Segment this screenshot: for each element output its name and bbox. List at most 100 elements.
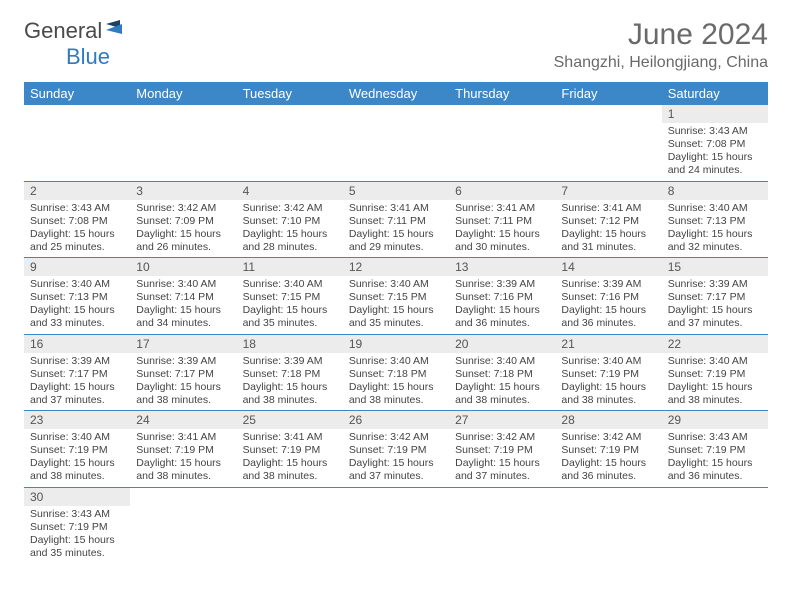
calendar-cell: 6Sunrise: 3:41 AMSunset: 7:11 PMDaylight… bbox=[449, 181, 555, 258]
day-number: 15 bbox=[662, 258, 768, 276]
day-number: 22 bbox=[662, 335, 768, 353]
day-number: 14 bbox=[555, 258, 661, 276]
calendar-cell: 18Sunrise: 3:39 AMSunset: 7:18 PMDayligh… bbox=[237, 334, 343, 411]
calendar-cell: 20Sunrise: 3:40 AMSunset: 7:18 PMDayligh… bbox=[449, 334, 555, 411]
calendar-week-row: 9Sunrise: 3:40 AMSunset: 7:13 PMDaylight… bbox=[24, 258, 768, 335]
day-content: Sunrise: 3:40 AMSunset: 7:19 PMDaylight:… bbox=[24, 429, 130, 487]
logo-word-2: Blue bbox=[66, 44, 110, 69]
calendar-cell: 23Sunrise: 3:40 AMSunset: 7:19 PMDayligh… bbox=[24, 411, 130, 488]
calendar-cell: 3Sunrise: 3:42 AMSunset: 7:09 PMDaylight… bbox=[130, 181, 236, 258]
day-content: Sunrise: 3:40 AMSunset: 7:15 PMDaylight:… bbox=[343, 276, 449, 334]
day-number: 16 bbox=[24, 335, 130, 353]
day-content: Sunrise: 3:41 AMSunset: 7:19 PMDaylight:… bbox=[130, 429, 236, 487]
day-content: Sunrise: 3:42 AMSunset: 7:10 PMDaylight:… bbox=[237, 200, 343, 258]
day-number: 29 bbox=[662, 411, 768, 429]
day-number: 27 bbox=[449, 411, 555, 429]
day-content: Sunrise: 3:39 AMSunset: 7:17 PMDaylight:… bbox=[662, 276, 768, 334]
day-number: 3 bbox=[130, 182, 236, 200]
day-number bbox=[555, 488, 661, 506]
day-number: 30 bbox=[24, 488, 130, 506]
day-number: 17 bbox=[130, 335, 236, 353]
location: Shangzhi, Heilongjiang, China bbox=[554, 54, 768, 72]
logo: General Blue bbox=[24, 18, 132, 70]
header: General Blue June 2024 Shangzhi, Heilong… bbox=[24, 18, 768, 72]
month-title: June 2024 bbox=[554, 18, 768, 52]
calendar-cell bbox=[237, 105, 343, 181]
weekday-header: Thursday bbox=[449, 82, 555, 105]
day-content: Sunrise: 3:39 AMSunset: 7:16 PMDaylight:… bbox=[555, 276, 661, 334]
logo-word-1: General bbox=[24, 18, 102, 43]
day-number bbox=[555, 105, 661, 123]
day-number: 9 bbox=[24, 258, 130, 276]
day-content: Sunrise: 3:43 AMSunset: 7:08 PMDaylight:… bbox=[662, 123, 768, 181]
calendar-cell: 12Sunrise: 3:40 AMSunset: 7:15 PMDayligh… bbox=[343, 258, 449, 335]
day-number: 4 bbox=[237, 182, 343, 200]
calendar-cell: 25Sunrise: 3:41 AMSunset: 7:19 PMDayligh… bbox=[237, 411, 343, 488]
day-content: Sunrise: 3:43 AMSunset: 7:19 PMDaylight:… bbox=[662, 429, 768, 487]
weekday-header: Monday bbox=[130, 82, 236, 105]
flag-icon bbox=[106, 18, 132, 44]
calendar-cell: 14Sunrise: 3:39 AMSunset: 7:16 PMDayligh… bbox=[555, 258, 661, 335]
day-content: Sunrise: 3:43 AMSunset: 7:19 PMDaylight:… bbox=[24, 506, 130, 564]
weekday-header: Friday bbox=[555, 82, 661, 105]
day-number: 10 bbox=[130, 258, 236, 276]
calendar-cell: 29Sunrise: 3:43 AMSunset: 7:19 PMDayligh… bbox=[662, 411, 768, 488]
day-content: Sunrise: 3:40 AMSunset: 7:15 PMDaylight:… bbox=[237, 276, 343, 334]
calendar-cell bbox=[555, 105, 661, 181]
day-number: 2 bbox=[24, 182, 130, 200]
day-number: 5 bbox=[343, 182, 449, 200]
day-number bbox=[130, 488, 236, 506]
calendar-cell: 2Sunrise: 3:43 AMSunset: 7:08 PMDaylight… bbox=[24, 181, 130, 258]
day-number: 11 bbox=[237, 258, 343, 276]
calendar-cell: 8Sunrise: 3:40 AMSunset: 7:13 PMDaylight… bbox=[662, 181, 768, 258]
calendar-cell bbox=[130, 105, 236, 181]
day-number bbox=[237, 105, 343, 123]
weekday-header: Wednesday bbox=[343, 82, 449, 105]
day-number bbox=[343, 488, 449, 506]
day-content: Sunrise: 3:40 AMSunset: 7:13 PMDaylight:… bbox=[662, 200, 768, 258]
day-content: Sunrise: 3:40 AMSunset: 7:19 PMDaylight:… bbox=[555, 353, 661, 411]
day-content: Sunrise: 3:41 AMSunset: 7:12 PMDaylight:… bbox=[555, 200, 661, 258]
calendar-cell: 30Sunrise: 3:43 AMSunset: 7:19 PMDayligh… bbox=[24, 487, 130, 563]
day-content: Sunrise: 3:41 AMSunset: 7:11 PMDaylight:… bbox=[343, 200, 449, 258]
calendar-cell bbox=[24, 105, 130, 181]
day-content: Sunrise: 3:42 AMSunset: 7:19 PMDaylight:… bbox=[555, 429, 661, 487]
day-content: Sunrise: 3:40 AMSunset: 7:13 PMDaylight:… bbox=[24, 276, 130, 334]
day-number: 8 bbox=[662, 182, 768, 200]
day-content: Sunrise: 3:40 AMSunset: 7:14 PMDaylight:… bbox=[130, 276, 236, 334]
weekday-header: Saturday bbox=[662, 82, 768, 105]
calendar-cell bbox=[237, 487, 343, 563]
calendar-week-row: 1Sunrise: 3:43 AMSunset: 7:08 PMDaylight… bbox=[24, 105, 768, 181]
day-content: Sunrise: 3:40 AMSunset: 7:18 PMDaylight:… bbox=[343, 353, 449, 411]
day-number: 28 bbox=[555, 411, 661, 429]
day-content: Sunrise: 3:39 AMSunset: 7:18 PMDaylight:… bbox=[237, 353, 343, 411]
day-content: Sunrise: 3:40 AMSunset: 7:18 PMDaylight:… bbox=[449, 353, 555, 411]
calendar-week-row: 2Sunrise: 3:43 AMSunset: 7:08 PMDaylight… bbox=[24, 181, 768, 258]
calendar-cell bbox=[130, 487, 236, 563]
calendar-cell: 4Sunrise: 3:42 AMSunset: 7:10 PMDaylight… bbox=[237, 181, 343, 258]
calendar-week-row: 23Sunrise: 3:40 AMSunset: 7:19 PMDayligh… bbox=[24, 411, 768, 488]
calendar-cell: 15Sunrise: 3:39 AMSunset: 7:17 PMDayligh… bbox=[662, 258, 768, 335]
day-content: Sunrise: 3:40 AMSunset: 7:19 PMDaylight:… bbox=[662, 353, 768, 411]
day-number bbox=[24, 105, 130, 123]
day-number bbox=[237, 488, 343, 506]
calendar-cell: 13Sunrise: 3:39 AMSunset: 7:16 PMDayligh… bbox=[449, 258, 555, 335]
calendar-week-row: 16Sunrise: 3:39 AMSunset: 7:17 PMDayligh… bbox=[24, 334, 768, 411]
calendar-cell: 1Sunrise: 3:43 AMSunset: 7:08 PMDaylight… bbox=[662, 105, 768, 181]
weekday-header: Tuesday bbox=[237, 82, 343, 105]
calendar-cell bbox=[343, 105, 449, 181]
day-number bbox=[130, 105, 236, 123]
day-content: Sunrise: 3:41 AMSunset: 7:19 PMDaylight:… bbox=[237, 429, 343, 487]
day-content: Sunrise: 3:41 AMSunset: 7:11 PMDaylight:… bbox=[449, 200, 555, 258]
calendar-cell: 22Sunrise: 3:40 AMSunset: 7:19 PMDayligh… bbox=[662, 334, 768, 411]
day-content: Sunrise: 3:39 AMSunset: 7:16 PMDaylight:… bbox=[449, 276, 555, 334]
weekday-header: Sunday bbox=[24, 82, 130, 105]
day-number: 25 bbox=[237, 411, 343, 429]
day-number: 21 bbox=[555, 335, 661, 353]
calendar-cell: 5Sunrise: 3:41 AMSunset: 7:11 PMDaylight… bbox=[343, 181, 449, 258]
day-content: Sunrise: 3:39 AMSunset: 7:17 PMDaylight:… bbox=[24, 353, 130, 411]
calendar-cell: 17Sunrise: 3:39 AMSunset: 7:17 PMDayligh… bbox=[130, 334, 236, 411]
day-number: 13 bbox=[449, 258, 555, 276]
day-number: 12 bbox=[343, 258, 449, 276]
calendar-cell: 28Sunrise: 3:42 AMSunset: 7:19 PMDayligh… bbox=[555, 411, 661, 488]
